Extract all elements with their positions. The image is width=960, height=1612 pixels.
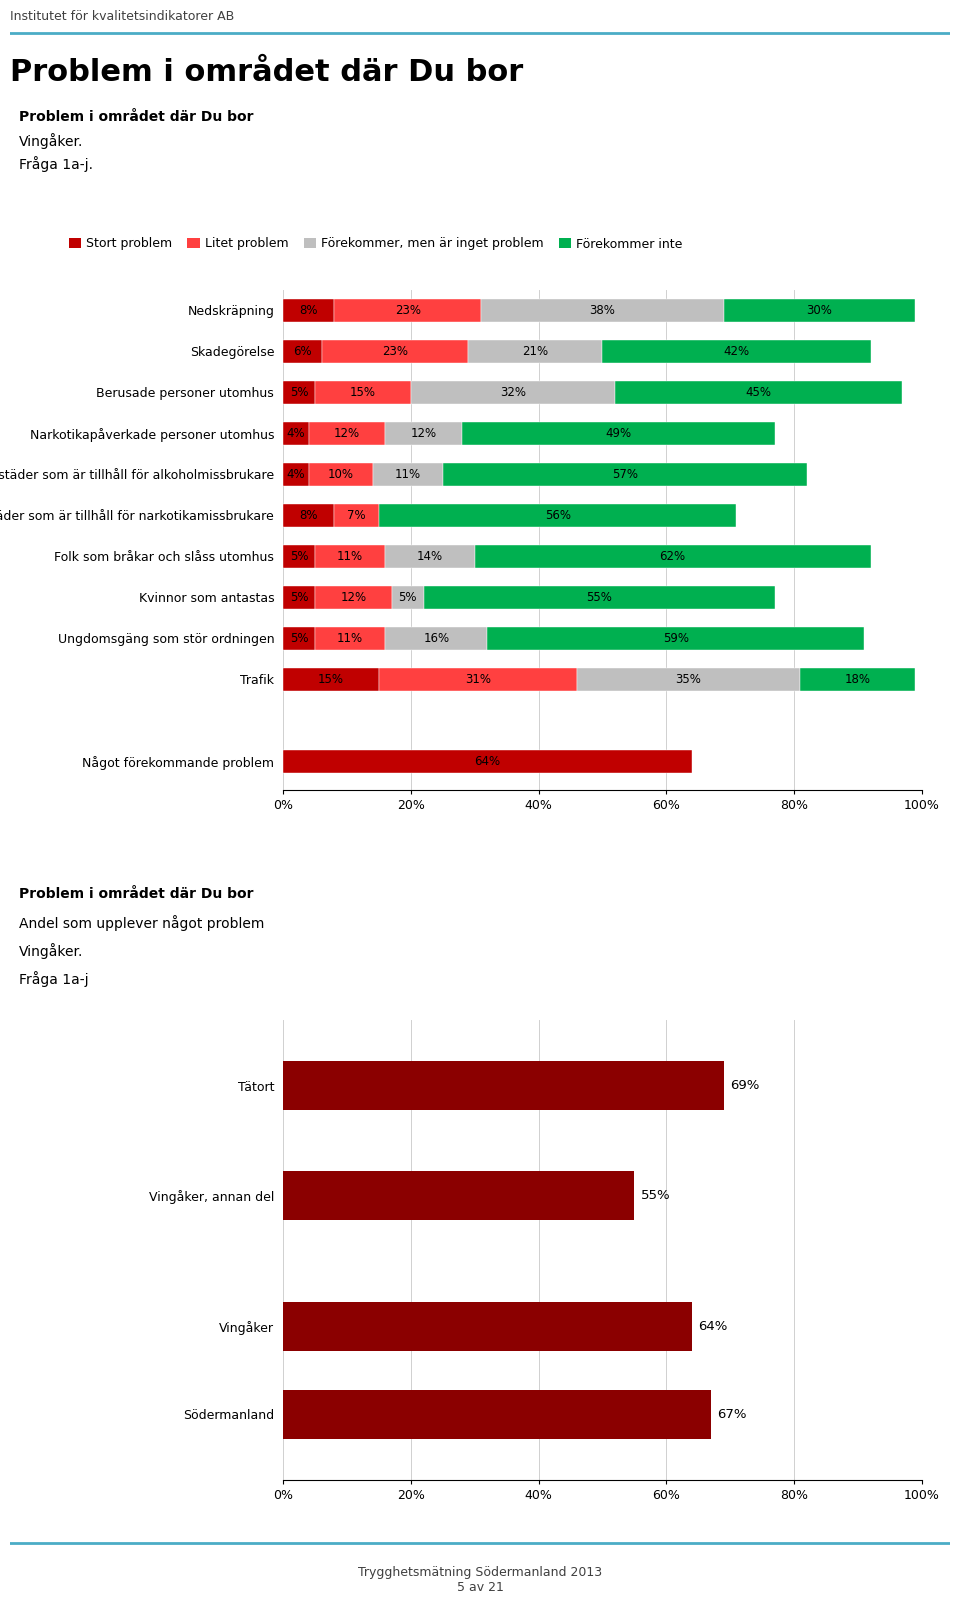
Bar <box>443 463 806 485</box>
Text: 18%: 18% <box>845 672 871 685</box>
Text: 12%: 12% <box>334 427 360 440</box>
Text: 8%: 8% <box>300 509 318 522</box>
Bar <box>474 545 871 567</box>
Text: 56%: 56% <box>544 509 570 522</box>
Bar <box>801 667 915 690</box>
Text: 6%: 6% <box>293 345 312 358</box>
Text: 32%: 32% <box>500 385 526 398</box>
Text: Vingåker.: Vingåker. <box>19 132 84 148</box>
Text: 4%: 4% <box>287 467 305 480</box>
Bar <box>724 300 915 322</box>
Text: Vingåker.: Vingåker. <box>19 943 84 959</box>
Text: 45%: 45% <box>746 385 772 398</box>
Bar <box>283 300 334 322</box>
Text: 11%: 11% <box>395 467 420 480</box>
Text: 15%: 15% <box>350 385 376 398</box>
Bar <box>309 422 385 445</box>
Bar <box>379 667 577 690</box>
Bar <box>283 667 379 690</box>
Bar <box>577 667 801 690</box>
Bar <box>309 463 372 485</box>
Text: 15%: 15% <box>318 672 344 685</box>
Bar <box>322 340 468 363</box>
Text: Problem i området där Du bor: Problem i området där Du bor <box>19 110 253 124</box>
Text: 59%: 59% <box>662 632 689 645</box>
Bar <box>481 300 724 322</box>
Bar <box>283 750 692 772</box>
Bar <box>283 422 309 445</box>
Text: 7%: 7% <box>348 509 366 522</box>
Text: Trygghetsmätning Södermanland 2013
5 av 21: Trygghetsmätning Södermanland 2013 5 av … <box>358 1565 602 1594</box>
Bar <box>385 627 488 650</box>
Text: 23%: 23% <box>395 305 420 318</box>
Bar <box>283 1390 711 1440</box>
Text: Problem i området där Du bor: Problem i området där Du bor <box>10 58 523 87</box>
Text: 67%: 67% <box>717 1407 747 1420</box>
Text: 11%: 11% <box>337 550 363 563</box>
Bar <box>385 422 462 445</box>
Bar <box>488 627 864 650</box>
Text: 16%: 16% <box>423 632 449 645</box>
Bar <box>602 340 871 363</box>
Text: 5%: 5% <box>290 632 308 645</box>
Text: 64%: 64% <box>698 1320 728 1333</box>
Bar <box>385 545 474 567</box>
Bar <box>283 505 334 527</box>
Bar <box>411 380 615 403</box>
Bar <box>283 380 315 403</box>
Text: 23%: 23% <box>382 345 408 358</box>
Text: 5%: 5% <box>290 550 308 563</box>
Text: 4%: 4% <box>287 427 305 440</box>
Text: 5%: 5% <box>290 592 308 604</box>
Text: Andel som upplever något problem: Andel som upplever något problem <box>19 916 265 932</box>
Text: 12%: 12% <box>341 592 367 604</box>
Bar <box>315 545 385 567</box>
Text: 38%: 38% <box>589 305 615 318</box>
Text: Problem i området där Du bor: Problem i området där Du bor <box>19 887 253 901</box>
Text: 57%: 57% <box>612 467 637 480</box>
Legend: Stort problem, Litet problem, Förekommer, men är inget problem, Förekommer inte: Stort problem, Litet problem, Förekommer… <box>64 232 687 255</box>
Text: 62%: 62% <box>660 550 685 563</box>
Bar <box>468 340 602 363</box>
Text: 12%: 12% <box>411 427 437 440</box>
Bar <box>392 587 423 609</box>
Bar <box>283 463 309 485</box>
Bar <box>283 545 315 567</box>
Text: 64%: 64% <box>474 754 500 767</box>
Text: 31%: 31% <box>465 672 491 685</box>
Bar <box>283 1170 635 1220</box>
Text: 55%: 55% <box>587 592 612 604</box>
Text: 30%: 30% <box>806 305 832 318</box>
Text: 69%: 69% <box>730 1078 759 1093</box>
Bar <box>283 587 315 609</box>
Text: Institutet för kvalitetsindikatorer AB: Institutet för kvalitetsindikatorer AB <box>10 11 234 24</box>
Bar <box>423 587 775 609</box>
Text: Fråga 1a-j: Fråga 1a-j <box>19 970 89 987</box>
Bar <box>283 1061 724 1111</box>
Text: 35%: 35% <box>676 672 702 685</box>
Text: Fråga 1a-j.: Fråga 1a-j. <box>19 156 93 172</box>
Text: 8%: 8% <box>300 305 318 318</box>
Bar <box>615 380 902 403</box>
Bar <box>283 340 322 363</box>
Text: 11%: 11% <box>337 632 363 645</box>
Bar <box>315 587 392 609</box>
Bar <box>379 505 736 527</box>
Text: 10%: 10% <box>327 467 353 480</box>
Bar <box>334 300 481 322</box>
Bar <box>315 627 385 650</box>
Bar <box>372 463 443 485</box>
Text: 42%: 42% <box>724 345 750 358</box>
Bar <box>462 422 775 445</box>
Bar <box>334 505 379 527</box>
Text: 5%: 5% <box>290 385 308 398</box>
Text: 14%: 14% <box>417 550 444 563</box>
Bar <box>283 627 315 650</box>
Bar <box>283 1302 692 1351</box>
Text: 5%: 5% <box>398 592 417 604</box>
Text: 55%: 55% <box>640 1188 670 1201</box>
Text: 21%: 21% <box>522 345 548 358</box>
Bar <box>315 380 411 403</box>
Text: 49%: 49% <box>606 427 632 440</box>
